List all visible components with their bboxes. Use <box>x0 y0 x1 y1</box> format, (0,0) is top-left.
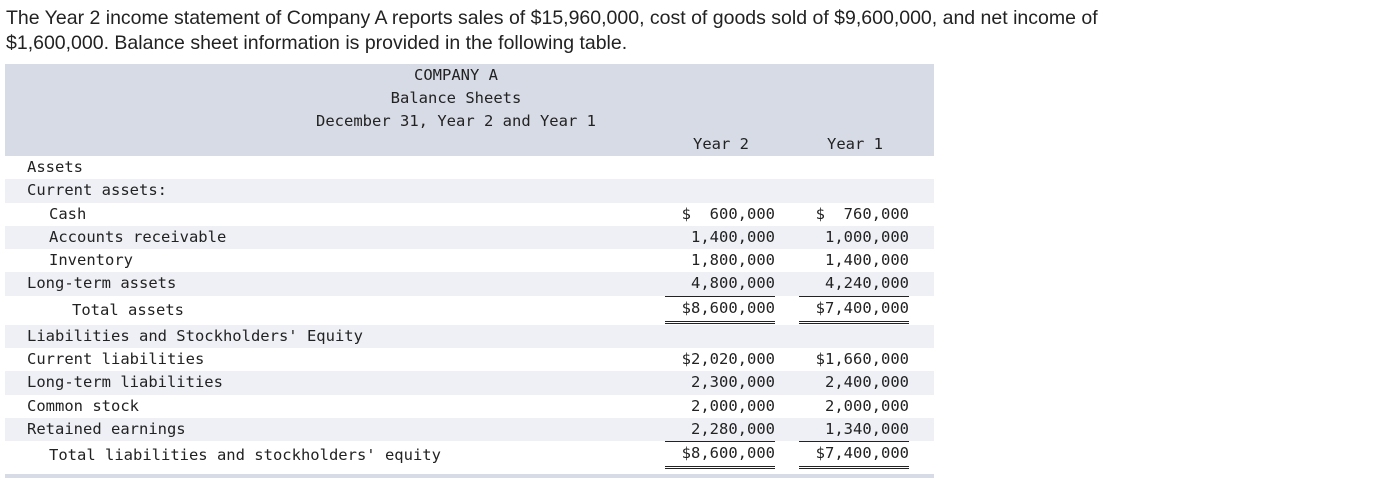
value-year-1: $7,400,000 <box>799 441 909 470</box>
table-bottom-border <box>5 474 934 479</box>
company-name: COMPANY A <box>414 66 498 84</box>
statement-title: Balance Sheets <box>390 89 522 107</box>
row-label: Current liabilities <box>27 350 205 369</box>
row-label: Cash <box>49 204 87 223</box>
column-header-year-1: Year 1 <box>827 135 883 153</box>
row-long-term-liabilities: Long-term liabilities 2,300,000 2,400,00… <box>5 371 934 395</box>
value-year-2: $8,600,000 <box>665 441 775 470</box>
balance-sheet-table: COMPANY A Balance Sheets December 31, Ye… <box>5 64 934 479</box>
value-year-2: 1,800,000 <box>691 251 775 270</box>
value-year-1: $7,400,000 <box>799 296 909 324</box>
row-assets: Assets <box>5 156 934 179</box>
row-retained-earnings: Retained earnings 2,280,000 1,340,000 <box>5 417 934 443</box>
row-label: Accounts receivable <box>49 227 227 246</box>
row-inventory: Inventory 1,800,000 1,400,000 <box>5 249 934 272</box>
row-total-liabilities-equity: Total liabilities and stockholders' equi… <box>5 441 934 470</box>
row-label: Liabilities and Stockholders' Equity <box>27 326 363 345</box>
row-label: Long-term liabilities <box>27 373 223 392</box>
row-long-term-assets: Long-term assets 4,800,000 4,240,000 <box>5 272 934 297</box>
value-year-2: 2,300,000 <box>691 373 775 392</box>
column-header-year-2: Year 2 <box>693 135 749 153</box>
value-year-1: 1,400,000 <box>825 251 909 270</box>
row-label: Retained earnings <box>27 419 186 438</box>
value-year-1: $ 760,000 <box>815 204 909 223</box>
value-year-1: 2,000,000 <box>825 396 909 415</box>
problem-text-line-1: The Year 2 income statement of Company A… <box>6 7 1098 29</box>
value-year-2: $8,600,000 <box>665 296 775 324</box>
problem-text-line-2: $1,600,000. Balance sheet information is… <box>6 32 628 54</box>
table-header: COMPANY A Balance Sheets December 31, Ye… <box>5 64 934 156</box>
problem-statement: The Year 2 income statement of Company A… <box>6 6 1366 56</box>
value-year-1: $1,660,000 <box>815 350 909 369</box>
row-common-stock: Common stock 2,000,000 2,000,000 <box>5 395 934 418</box>
row-current-liabilities: Current liabilities $2,020,000 $1,660,00… <box>5 348 934 371</box>
row-liabilities-equity-heading: Liabilities and Stockholders' Equity <box>5 324 934 349</box>
row-label: Common stock <box>27 396 139 415</box>
statement-date: December 31, Year 2 and Year 1 <box>316 112 596 130</box>
value-year-2: $ 600,000 <box>681 204 775 223</box>
row-label: Inventory <box>49 251 133 270</box>
row-current-assets: Current assets: <box>5 179 934 203</box>
row-cash: Cash $ 600,000 $ 760,000 <box>5 203 934 226</box>
value-year-2: 1,400,000 <box>691 227 775 246</box>
value-year-1: 1,000,000 <box>825 227 909 246</box>
value-year-1: 2,400,000 <box>825 373 909 392</box>
value-year-1: 1,340,000 <box>799 418 909 443</box>
row-accounts-receivable: Accounts receivable 1,400,000 1,000,000 <box>5 225 934 250</box>
row-total-assets: Total assets $8,600,000 $7,400,000 <box>5 296 934 325</box>
value-year-2: $2,020,000 <box>681 350 775 369</box>
row-label: Assets <box>27 158 83 176</box>
row-label: Current assets: <box>27 181 167 200</box>
value-year-1: 4,240,000 <box>799 272 909 297</box>
value-year-2: 4,800,000 <box>665 272 775 297</box>
row-label: Long-term assets <box>27 274 177 293</box>
value-year-2: 2,280,000 <box>665 418 775 443</box>
value-year-2: 2,000,000 <box>691 396 775 415</box>
row-label: Total liabilities and stockholders' equi… <box>49 446 441 465</box>
row-label: Total assets <box>72 300 184 319</box>
